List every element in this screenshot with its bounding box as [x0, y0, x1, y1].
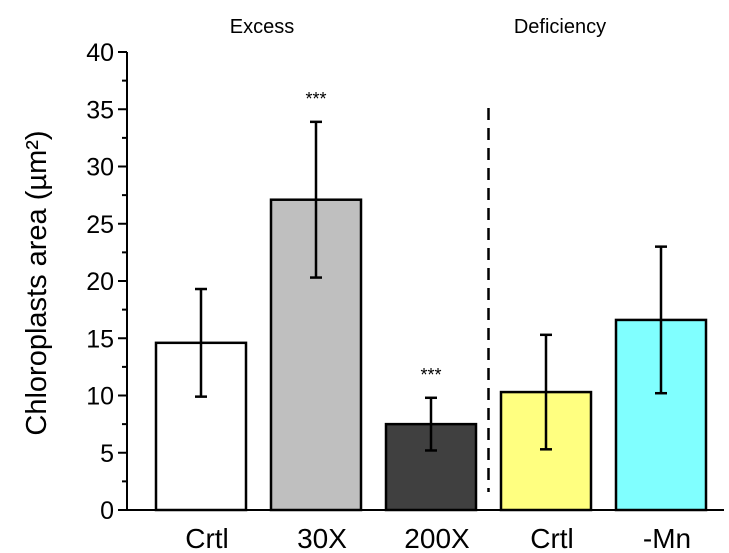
- category-label: 200X: [404, 523, 470, 553]
- y-tick-label: 40: [86, 39, 114, 67]
- category-label: 30X: [297, 523, 347, 553]
- significance-label: ***: [420, 365, 441, 385]
- y-tick-label: 0: [100, 497, 114, 525]
- group-label-excess: Excess: [230, 16, 294, 38]
- significance-label: ***: [305, 89, 326, 109]
- group-label-deficiency: Deficiency: [514, 16, 606, 38]
- y-tick-label: 10: [86, 383, 114, 411]
- category-label: Crtl: [530, 523, 574, 553]
- y-tick-label: 35: [86, 96, 114, 124]
- category-label: Crtl: [185, 523, 229, 553]
- y-tick-label: 25: [86, 211, 114, 239]
- plot-area: 0 5 10 15 20 25 30 35 40 Crtl *** 30X *** 200X Crtl -Mn: [86, 39, 724, 553]
- y-axis-title: Chloroplasts area (µm²): [21, 130, 53, 435]
- y-tick-label: 30: [86, 154, 114, 182]
- category-label: -Mn: [643, 523, 691, 553]
- y-tick-label: 5: [100, 440, 114, 468]
- y-tick-label: 15: [86, 325, 114, 353]
- y-tick-label: 20: [86, 268, 114, 296]
